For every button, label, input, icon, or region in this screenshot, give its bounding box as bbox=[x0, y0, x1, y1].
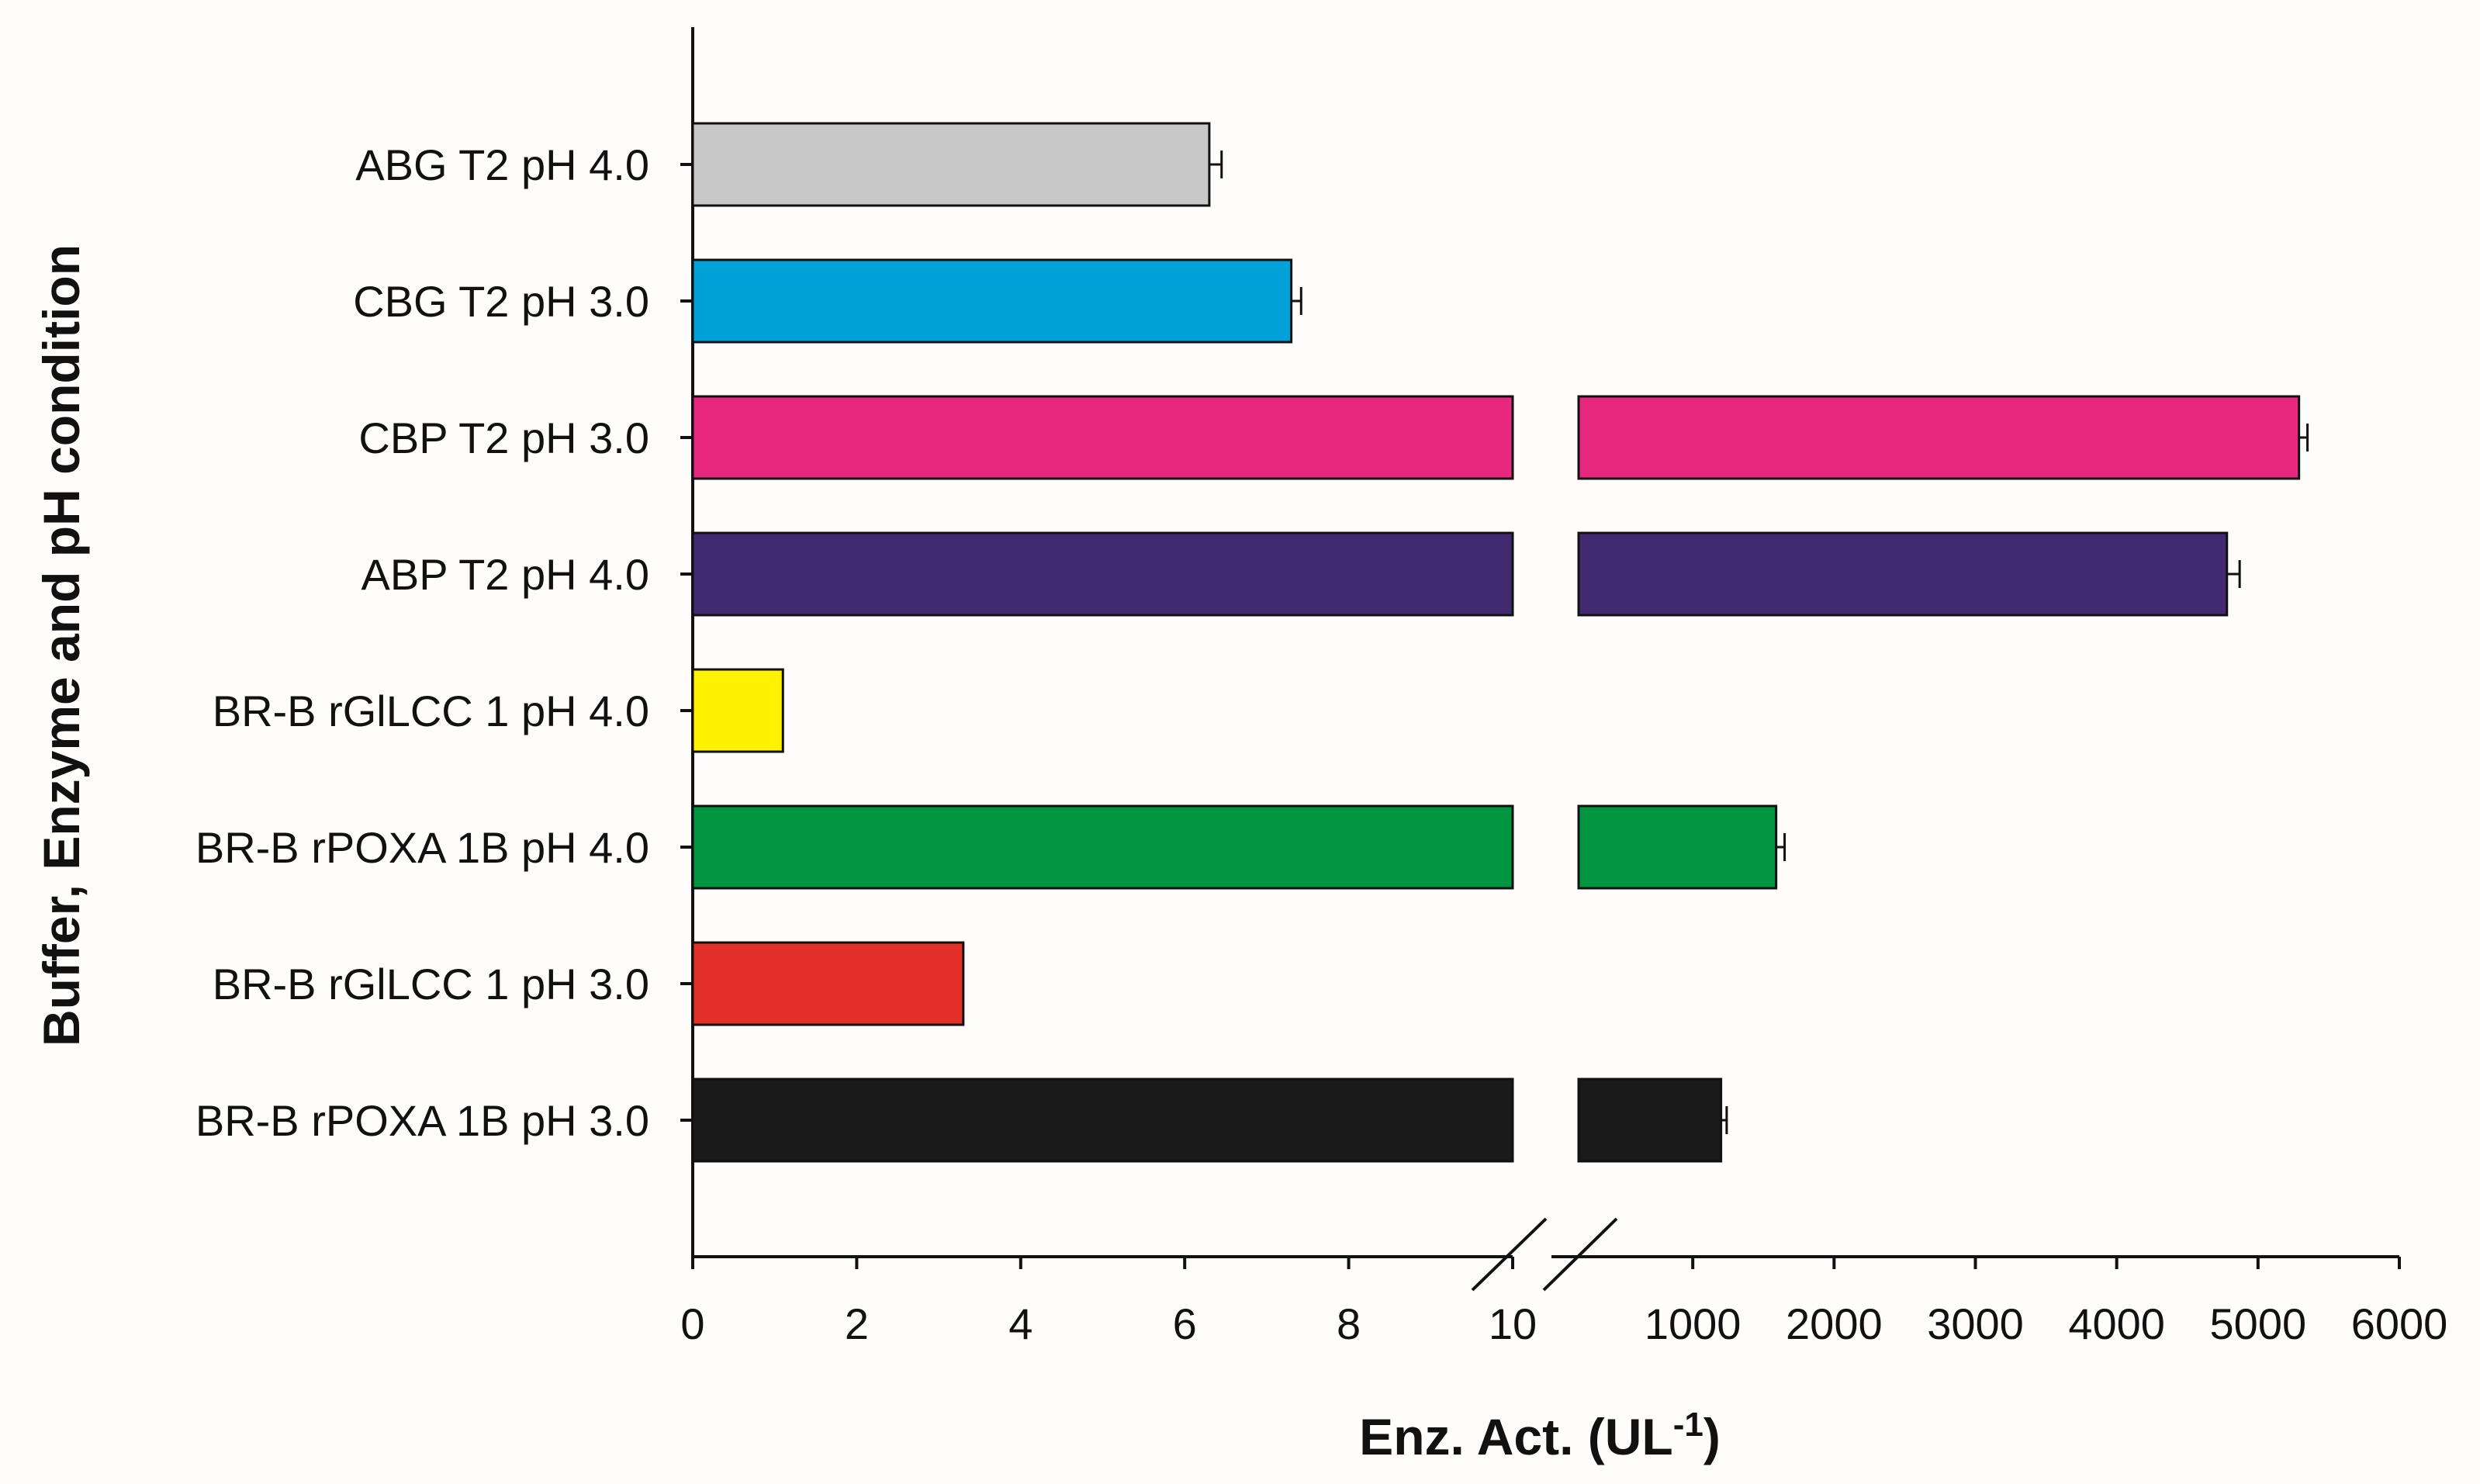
category-label: BR-B rGlLCC 1 pH 3.0 bbox=[213, 960, 649, 1008]
x-axis-title-superscript: -1 bbox=[1673, 1406, 1703, 1444]
bar-3-high-segment bbox=[1577, 531, 2229, 617]
x-axis-title-suffix: ) bbox=[1703, 1408, 1721, 1465]
bar-7-low-segment bbox=[691, 1078, 1514, 1163]
y-axis-title: Buffer, Enzyme and pH condition bbox=[33, 244, 90, 1046]
x-tick-label: 5000 bbox=[2210, 1299, 2307, 1348]
axis-break-mark-right bbox=[1542, 1217, 1618, 1292]
bar-5-error-bar bbox=[1776, 833, 1786, 861]
bar-2-low-segment bbox=[691, 395, 1514, 480]
bar-2-error-bar bbox=[2298, 424, 2309, 451]
x-tick-label: 4000 bbox=[2068, 1299, 2165, 1348]
category-label: ABP T2 pH 4.0 bbox=[361, 550, 650, 599]
bar-1 bbox=[691, 258, 1293, 344]
category-label: BR-B rGlLCC 1 pH 4.0 bbox=[213, 687, 649, 735]
x-tick-label: 0 bbox=[680, 1299, 704, 1348]
bar-0 bbox=[691, 122, 1211, 207]
x-tick-label: 6 bbox=[1173, 1299, 1197, 1348]
bar-5-high-segment bbox=[1577, 804, 1778, 890]
x-tick-label: 8 bbox=[1337, 1299, 1361, 1348]
bar-5-low-segment bbox=[691, 804, 1514, 890]
x-tick-label: 3000 bbox=[1927, 1299, 2024, 1348]
bar-7-high-segment bbox=[1577, 1078, 1723, 1163]
error-bars-group bbox=[1209, 150, 2309, 1134]
bar-1-error-bar bbox=[1291, 287, 1302, 315]
x-tick-label: 10 bbox=[1489, 1299, 1537, 1348]
bars-group bbox=[691, 122, 2301, 1163]
bar-3-error-bar bbox=[2226, 560, 2241, 588]
category-label: CBP T2 pH 3.0 bbox=[358, 413, 649, 462]
x-tick-label: 1000 bbox=[1645, 1299, 1742, 1348]
bar-6 bbox=[691, 941, 965, 1026]
x-axis-title-main: Enz. Act. (UL bbox=[1359, 1408, 1673, 1465]
x-ticks-group: 0 2 4 6 8 10 1000 2000 3000 4000 5000 6000 bbox=[680, 1257, 2447, 1348]
bar-4 bbox=[691, 668, 784, 753]
category-label: CBG T2 pH 3.0 bbox=[353, 277, 649, 326]
x-tick-label: 6000 bbox=[2351, 1299, 2448, 1348]
x-tick-label: 2 bbox=[845, 1299, 869, 1348]
category-labels-group: ABG T2 pH 4.0 CBG T2 pH 3.0 CBP T2 pH 3.0 A… bbox=[195, 140, 693, 1145]
x-tick-label: 4 bbox=[1008, 1299, 1032, 1348]
category-label: BR-B rPOXA 1B pH 4.0 bbox=[195, 823, 649, 872]
bar-0-error-bar bbox=[1209, 150, 1223, 178]
bar-3-low-segment bbox=[691, 531, 1514, 617]
x-tick-label: 2000 bbox=[1786, 1299, 1883, 1348]
category-label: BR-B rPOXA 1B pH 3.0 bbox=[195, 1096, 649, 1145]
bar-2-high-segment bbox=[1577, 395, 2301, 480]
bar-7-error-bar bbox=[1721, 1106, 1728, 1134]
category-label: ABG T2 pH 4.0 bbox=[355, 140, 649, 189]
x-axis-title: Enz. Act. (UL-1) bbox=[1359, 1406, 1721, 1465]
axis-break-mark-left bbox=[1471, 1217, 1548, 1292]
